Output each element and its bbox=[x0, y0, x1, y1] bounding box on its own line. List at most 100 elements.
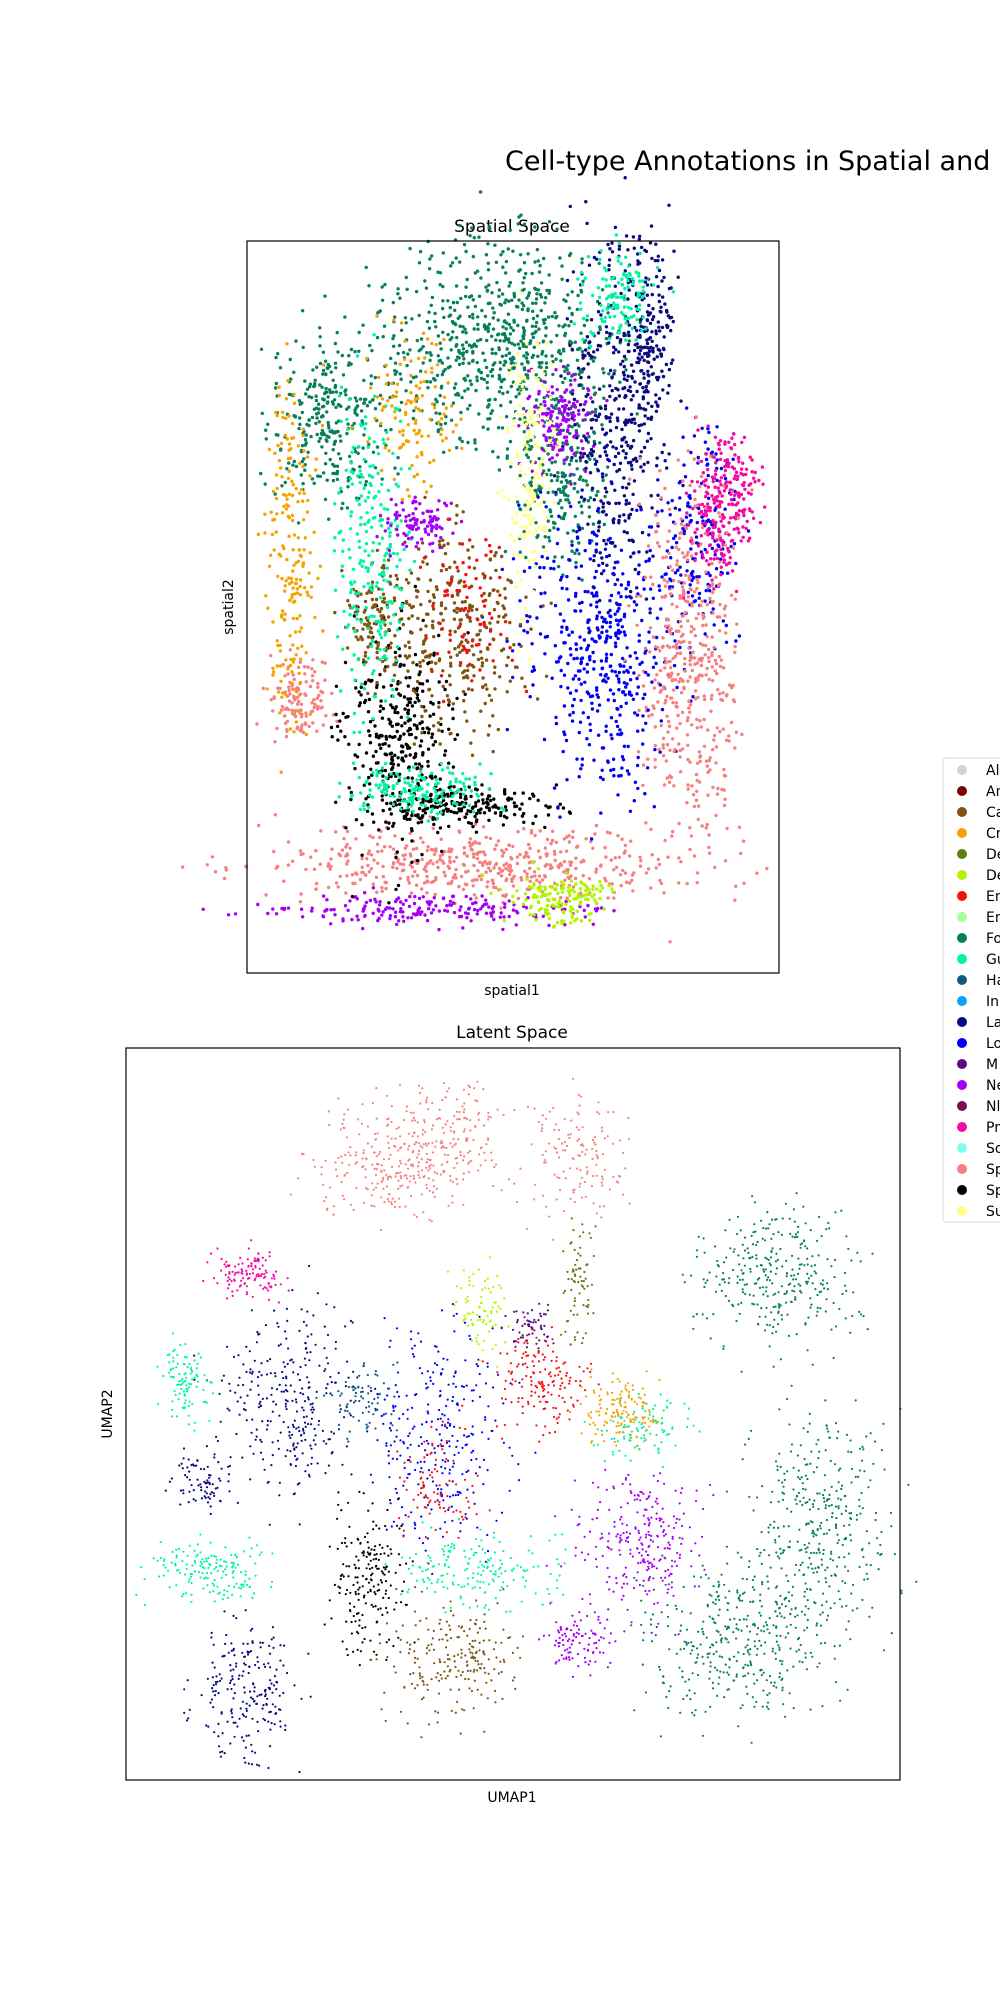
scatter-point bbox=[570, 630, 574, 634]
scatter-point bbox=[446, 332, 450, 337]
scatter-point bbox=[654, 530, 658, 534]
scatter-point bbox=[541, 340, 545, 344]
scatter-point bbox=[458, 351, 462, 355]
scatter-point bbox=[594, 548, 598, 552]
scatter-point bbox=[736, 455, 741, 460]
scatter-point bbox=[634, 594, 639, 599]
scatter-point bbox=[293, 415, 298, 419]
scatter-point bbox=[437, 359, 441, 363]
scatter-point bbox=[526, 855, 531, 859]
scatter-point bbox=[749, 492, 753, 496]
scatter-point bbox=[421, 726, 425, 731]
scatter-point bbox=[680, 585, 685, 589]
scatter-point bbox=[460, 439, 464, 444]
scatter-point bbox=[488, 621, 492, 625]
scatter-point bbox=[381, 874, 385, 879]
scatter-point bbox=[637, 429, 642, 433]
scatter-point bbox=[408, 700, 412, 705]
scatter-point bbox=[649, 827, 653, 832]
scatter-point bbox=[706, 585, 711, 589]
scatter-point bbox=[500, 554, 504, 559]
scatter-point bbox=[531, 792, 535, 796]
scatter-point bbox=[699, 474, 704, 479]
scatter-point bbox=[498, 675, 502, 679]
scatter-point bbox=[637, 550, 641, 554]
scatter-point bbox=[709, 709, 713, 713]
scatter-point bbox=[668, 748, 672, 752]
scatter-point bbox=[545, 634, 550, 639]
scatter-point bbox=[561, 347, 566, 351]
scatter-point bbox=[655, 616, 660, 620]
scatter-point bbox=[624, 587, 628, 591]
scatter-point bbox=[455, 300, 459, 305]
scatter-point bbox=[449, 849, 453, 854]
scatter-point bbox=[599, 313, 603, 317]
scatter-point bbox=[638, 348, 643, 353]
scatter-point bbox=[531, 665, 536, 669]
scatter-point bbox=[382, 578, 386, 582]
scatter-point bbox=[725, 463, 730, 467]
scatter-point bbox=[399, 377, 403, 381]
scatter-point bbox=[431, 826, 435, 831]
scatter-point bbox=[396, 798, 400, 802]
scatter-point bbox=[667, 286, 672, 291]
scatter-point bbox=[643, 651, 647, 655]
scatter-point bbox=[373, 494, 378, 498]
scatter-point bbox=[526, 293, 531, 298]
scatter-point bbox=[378, 402, 382, 406]
scatter-point bbox=[431, 712, 436, 716]
scatter-point bbox=[648, 321, 653, 325]
scatter-point bbox=[590, 694, 595, 698]
scatter-point bbox=[349, 590, 353, 595]
scatter-point bbox=[461, 330, 465, 334]
scatter-point bbox=[576, 366, 581, 370]
scatter-point bbox=[392, 794, 396, 798]
scatter-point bbox=[380, 889, 384, 893]
scatter-point bbox=[596, 489, 600, 494]
scatter-point bbox=[601, 501, 605, 506]
scatter-point bbox=[435, 805, 440, 809]
scatter-point bbox=[617, 677, 621, 681]
scatter-point bbox=[328, 457, 332, 462]
scatter-point bbox=[449, 264, 453, 268]
scatter-point bbox=[712, 733, 717, 738]
scatter-point bbox=[654, 400, 658, 404]
scatter-point bbox=[369, 525, 374, 529]
scatter-point bbox=[608, 332, 612, 336]
scatter-point bbox=[732, 442, 737, 447]
scatter-point bbox=[375, 548, 380, 553]
scatter-point bbox=[538, 855, 542, 860]
scatter-point bbox=[598, 551, 602, 555]
scatter-point bbox=[421, 753, 425, 757]
scatter-point bbox=[366, 520, 370, 524]
scatter-point bbox=[708, 506, 712, 510]
scatter-point bbox=[652, 655, 656, 659]
scatter-point bbox=[700, 502, 705, 506]
scatter-point bbox=[370, 583, 374, 588]
scatter-point bbox=[455, 610, 459, 614]
scatter-point bbox=[487, 322, 492, 326]
scatter-point bbox=[697, 780, 702, 784]
scatter-point bbox=[453, 872, 457, 877]
scatter-point bbox=[703, 531, 707, 536]
scatter-point bbox=[484, 285, 488, 289]
scatter-point bbox=[500, 354, 505, 358]
scatter-point bbox=[614, 348, 618, 352]
scatter-point bbox=[359, 620, 363, 624]
scatter-point bbox=[417, 547, 421, 551]
scatter-point bbox=[387, 627, 391, 632]
scatter-point bbox=[367, 553, 371, 558]
scatter-point bbox=[314, 421, 318, 426]
scatter-point bbox=[571, 529, 576, 533]
scatter-point bbox=[411, 765, 416, 769]
scatter-point bbox=[307, 418, 311, 422]
scatter-point bbox=[289, 377, 293, 381]
scatter-point bbox=[396, 763, 401, 767]
scatter-point bbox=[329, 725, 334, 730]
scatter-point bbox=[568, 863, 573, 867]
scatter-point bbox=[608, 394, 612, 399]
scatter-point bbox=[707, 677, 711, 682]
scatter-point bbox=[719, 538, 723, 543]
scatter-point bbox=[647, 349, 652, 353]
scatter-point bbox=[688, 826, 692, 830]
